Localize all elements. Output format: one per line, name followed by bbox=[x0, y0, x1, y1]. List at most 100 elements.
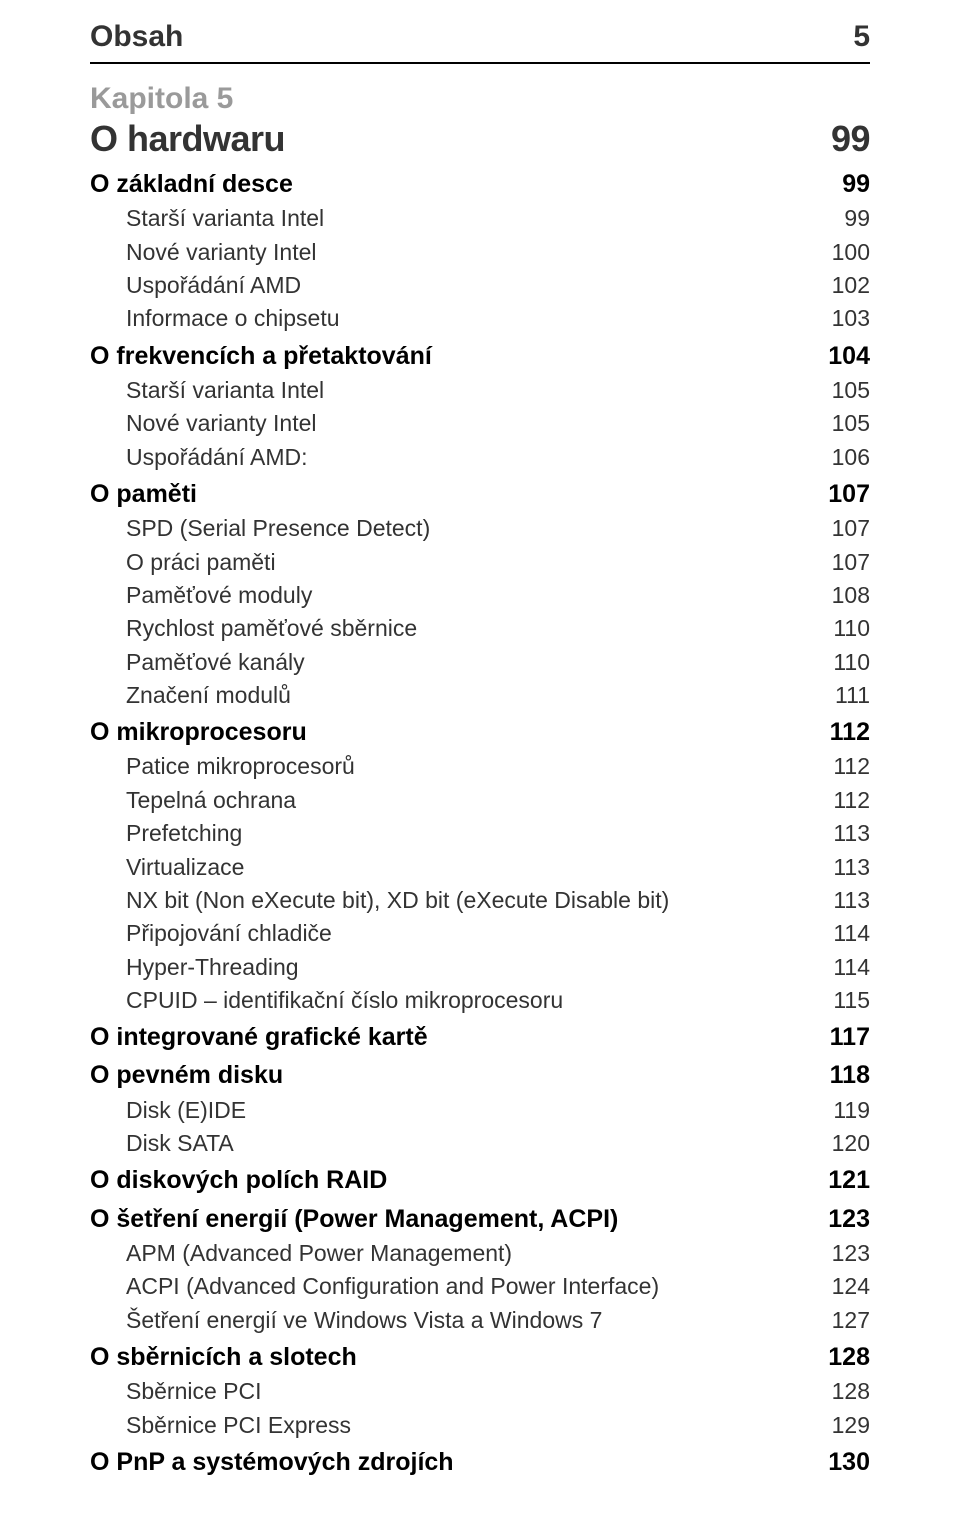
toc-row: Hyper-Threading 114 bbox=[90, 951, 870, 984]
toc-page: 105 bbox=[820, 407, 870, 440]
toc-row: O práci paměti107 bbox=[90, 546, 870, 579]
toc-row: Sběrnice PCI Express129 bbox=[90, 1409, 870, 1442]
chapter-title-row: O hardwaru 99 bbox=[90, 118, 870, 160]
toc-row: Virtualizace 113 bbox=[90, 851, 870, 884]
toc-row: Informace o chipsetu103 bbox=[90, 302, 870, 335]
toc-label: O integrované grafické kartě bbox=[90, 1019, 428, 1055]
running-header: Obsah 5 bbox=[90, 20, 870, 64]
toc-row: Disk (E)IDE119 bbox=[90, 1094, 870, 1127]
toc-row: O mikroprocesoru 112 bbox=[90, 714, 870, 750]
toc-row: APM (Advanced Power Management) 123 bbox=[90, 1237, 870, 1270]
toc-page: 110 bbox=[821, 646, 870, 679]
toc-label: Sběrnice PCI bbox=[90, 1375, 262, 1408]
toc-page: 114 bbox=[821, 951, 870, 984]
toc-page: 121 bbox=[816, 1162, 870, 1198]
toc-row: Paměťové moduly 108 bbox=[90, 579, 870, 612]
toc-label: Rychlost paměťové sběrnice bbox=[90, 612, 417, 645]
toc-page: 123 bbox=[820, 1237, 870, 1270]
toc-row: O sběrnicích a slotech128 bbox=[90, 1339, 870, 1375]
toc-row: Paměťové kanály110 bbox=[90, 646, 870, 679]
toc-page: 99 bbox=[830, 166, 870, 202]
toc-row: Patice mikroprocesorů 112 bbox=[90, 750, 870, 783]
toc-page: 124 bbox=[820, 1270, 870, 1303]
toc-page: 113 bbox=[821, 817, 870, 850]
toc-label: O PnP a systémových zdrojích bbox=[90, 1444, 454, 1480]
toc-label: Starší varianta Intel bbox=[90, 374, 324, 407]
toc-page: 111 bbox=[823, 679, 870, 712]
toc-label: O základní desce bbox=[90, 166, 293, 202]
toc-label: CPUID – identifikační číslo mikroproceso… bbox=[90, 984, 563, 1017]
toc-page: { "colors": { "text": "#333333", "muted"… bbox=[0, 0, 960, 1520]
toc-row: Nové varianty Intel 100 bbox=[90, 236, 870, 269]
toc-label: Disk (E)IDE bbox=[90, 1094, 246, 1127]
toc-page: 128 bbox=[820, 1375, 870, 1408]
toc-page: 112 bbox=[821, 784, 870, 817]
toc-page: 117 bbox=[818, 1019, 870, 1055]
toc-page: 127 bbox=[820, 1304, 870, 1337]
toc-row: Prefetching 113 bbox=[90, 817, 870, 850]
toc-page: 105 bbox=[820, 374, 870, 407]
toc-page: 112 bbox=[818, 714, 870, 750]
toc-page: 110 bbox=[821, 612, 870, 645]
toc-label: ACPI (Advanced Configuration and Power I… bbox=[90, 1270, 659, 1303]
toc-row: Uspořádání AMD 102 bbox=[90, 269, 870, 302]
toc-row: O integrované grafické kartě 117 bbox=[90, 1019, 870, 1055]
toc-row: Značení modulů 111 bbox=[90, 679, 870, 712]
toc-label: Značení modulů bbox=[90, 679, 291, 712]
toc-page: 113 bbox=[821, 851, 870, 884]
toc-row: O diskových polích RAID121 bbox=[90, 1162, 870, 1198]
toc-page: 108 bbox=[820, 579, 870, 612]
toc-row: Tepelná ochrana 112 bbox=[90, 784, 870, 817]
toc-row: Nové varianty Intel105 bbox=[90, 407, 870, 440]
toc-label: Virtualizace bbox=[90, 851, 244, 884]
toc-label: Prefetching bbox=[90, 817, 242, 850]
toc-label: Paměťové moduly bbox=[90, 579, 312, 612]
toc-label: NX bit (Non eXecute bit), XD bit (eXecut… bbox=[90, 884, 669, 917]
toc-page: 104 bbox=[816, 338, 870, 374]
toc-label: Starší varianta Intel bbox=[90, 202, 324, 235]
toc-page: 123 bbox=[816, 1201, 870, 1237]
toc-row: Starší varianta Intel 99 bbox=[90, 202, 870, 235]
toc-row: O PnP a systémových zdrojích130 bbox=[90, 1444, 870, 1480]
toc-row: Připojování chladiče 114 bbox=[90, 917, 870, 950]
toc-row: CPUID – identifikační číslo mikroproceso… bbox=[90, 984, 870, 1017]
toc-page: 114 bbox=[821, 917, 870, 950]
toc-label: APM (Advanced Power Management) bbox=[90, 1237, 512, 1270]
toc-label: Připojování chladiče bbox=[90, 917, 332, 950]
toc-label: Informace o chipsetu bbox=[90, 302, 340, 335]
chapter-page: 99 bbox=[831, 118, 870, 160]
toc-row: Disk SATA120 bbox=[90, 1127, 870, 1160]
header-title: Obsah bbox=[90, 20, 183, 54]
toc-row: O paměti107 bbox=[90, 476, 870, 512]
toc-row: Starší varianta Intel 105 bbox=[90, 374, 870, 407]
toc-page: 128 bbox=[816, 1339, 870, 1375]
toc-label: Disk SATA bbox=[90, 1127, 234, 1160]
toc-row: O pevném disku 118 bbox=[90, 1057, 870, 1093]
toc-label: O šetření energií (Power Management, ACP… bbox=[90, 1201, 618, 1237]
header-page-number: 5 bbox=[853, 20, 870, 54]
toc-page: 118 bbox=[818, 1057, 870, 1093]
toc-label: Patice mikroprocesorů bbox=[90, 750, 355, 783]
toc-row: SPD (Serial Presence Detect)107 bbox=[90, 512, 870, 545]
toc-label: Hyper-Threading bbox=[90, 951, 299, 984]
toc-page: 112 bbox=[821, 750, 870, 783]
toc-page: 107 bbox=[816, 476, 870, 512]
toc-row: Šetření energií ve Windows Vista a Windo… bbox=[90, 1304, 870, 1337]
toc-page: 113 bbox=[821, 884, 870, 917]
toc-label: O pevném disku bbox=[90, 1057, 283, 1093]
toc-page: 99 bbox=[832, 202, 870, 235]
toc-page: 107 bbox=[820, 512, 870, 545]
toc-row: Sběrnice PCI 128 bbox=[90, 1375, 870, 1408]
toc-label: Tepelná ochrana bbox=[90, 784, 296, 817]
toc-page: 100 bbox=[820, 236, 870, 269]
toc-label: O mikroprocesoru bbox=[90, 714, 307, 750]
toc-label: Uspořádání AMD bbox=[90, 269, 301, 302]
toc-body: O základní desce 99 Starší varianta Intel 9… bbox=[90, 166, 870, 1480]
toc-row: ACPI (Advanced Configuration and Power I… bbox=[90, 1270, 870, 1303]
toc-page: 102 bbox=[820, 269, 870, 302]
toc-label: O frekvencích a přetaktování bbox=[90, 338, 432, 374]
toc-row: O základní desce 99 bbox=[90, 166, 870, 202]
toc-label: O práci paměti bbox=[90, 546, 276, 579]
toc-page: 106 bbox=[820, 441, 870, 474]
toc-label: Nové varianty Intel bbox=[90, 236, 316, 269]
